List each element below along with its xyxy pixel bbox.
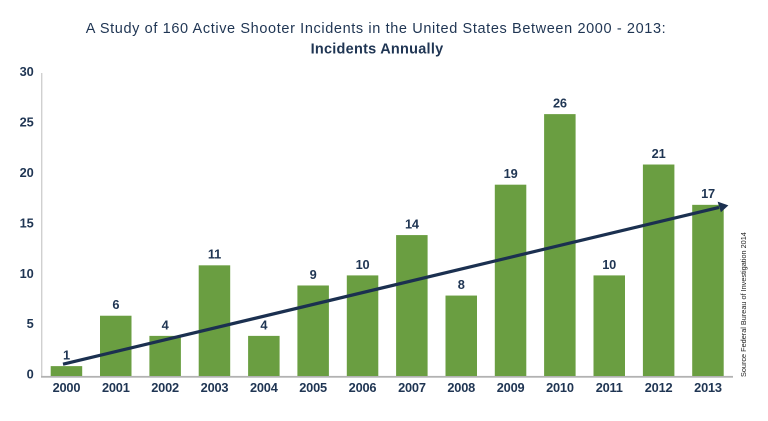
svg-text:10: 10 [356,257,370,272]
svg-text:2002: 2002 [151,380,179,395]
svg-text:5: 5 [27,316,34,331]
svg-text:19: 19 [504,166,518,181]
svg-text:10: 10 [602,257,616,272]
svg-text:11: 11 [208,247,221,262]
svg-text:9: 9 [310,267,317,282]
svg-text:Incidents Annually: Incidents Annually [311,42,444,58]
svg-text:2009: 2009 [497,380,525,395]
svg-text:A Study of 160 Active Shooter: A Study of 160 Active Shooter Incidents … [86,21,667,37]
svg-text:2011: 2011 [596,380,623,395]
svg-text:2013: 2013 [694,380,722,395]
svg-text:1: 1 [63,348,70,363]
svg-text:15: 15 [20,215,34,230]
svg-text:2000: 2000 [53,380,81,395]
svg-text:2007: 2007 [398,380,426,395]
svg-text:20: 20 [20,165,34,180]
svg-text:2010: 2010 [546,380,574,395]
svg-text:21: 21 [652,146,666,161]
svg-text:14: 14 [405,217,420,232]
svg-text:6: 6 [112,297,119,312]
svg-text:4: 4 [162,317,170,332]
svg-text:17: 17 [701,186,715,201]
svg-text:26: 26 [553,96,567,111]
svg-text:2004: 2004 [250,380,279,395]
svg-text:2001: 2001 [102,380,130,395]
svg-text:10: 10 [20,266,34,281]
svg-text:4: 4 [260,317,268,332]
svg-text:25: 25 [20,115,34,130]
svg-text:2003: 2003 [201,380,229,395]
svg-text:2012: 2012 [645,380,673,395]
svg-text:2008: 2008 [447,380,475,395]
svg-text:2005: 2005 [299,380,327,395]
svg-text:0: 0 [27,367,34,382]
svg-text:Source Federal Bureau of Inves: Source Federal Bureau of Investigation 2… [739,232,748,377]
svg-text:30: 30 [20,64,34,79]
svg-text:2006: 2006 [349,380,377,395]
svg-text:8: 8 [458,277,465,292]
